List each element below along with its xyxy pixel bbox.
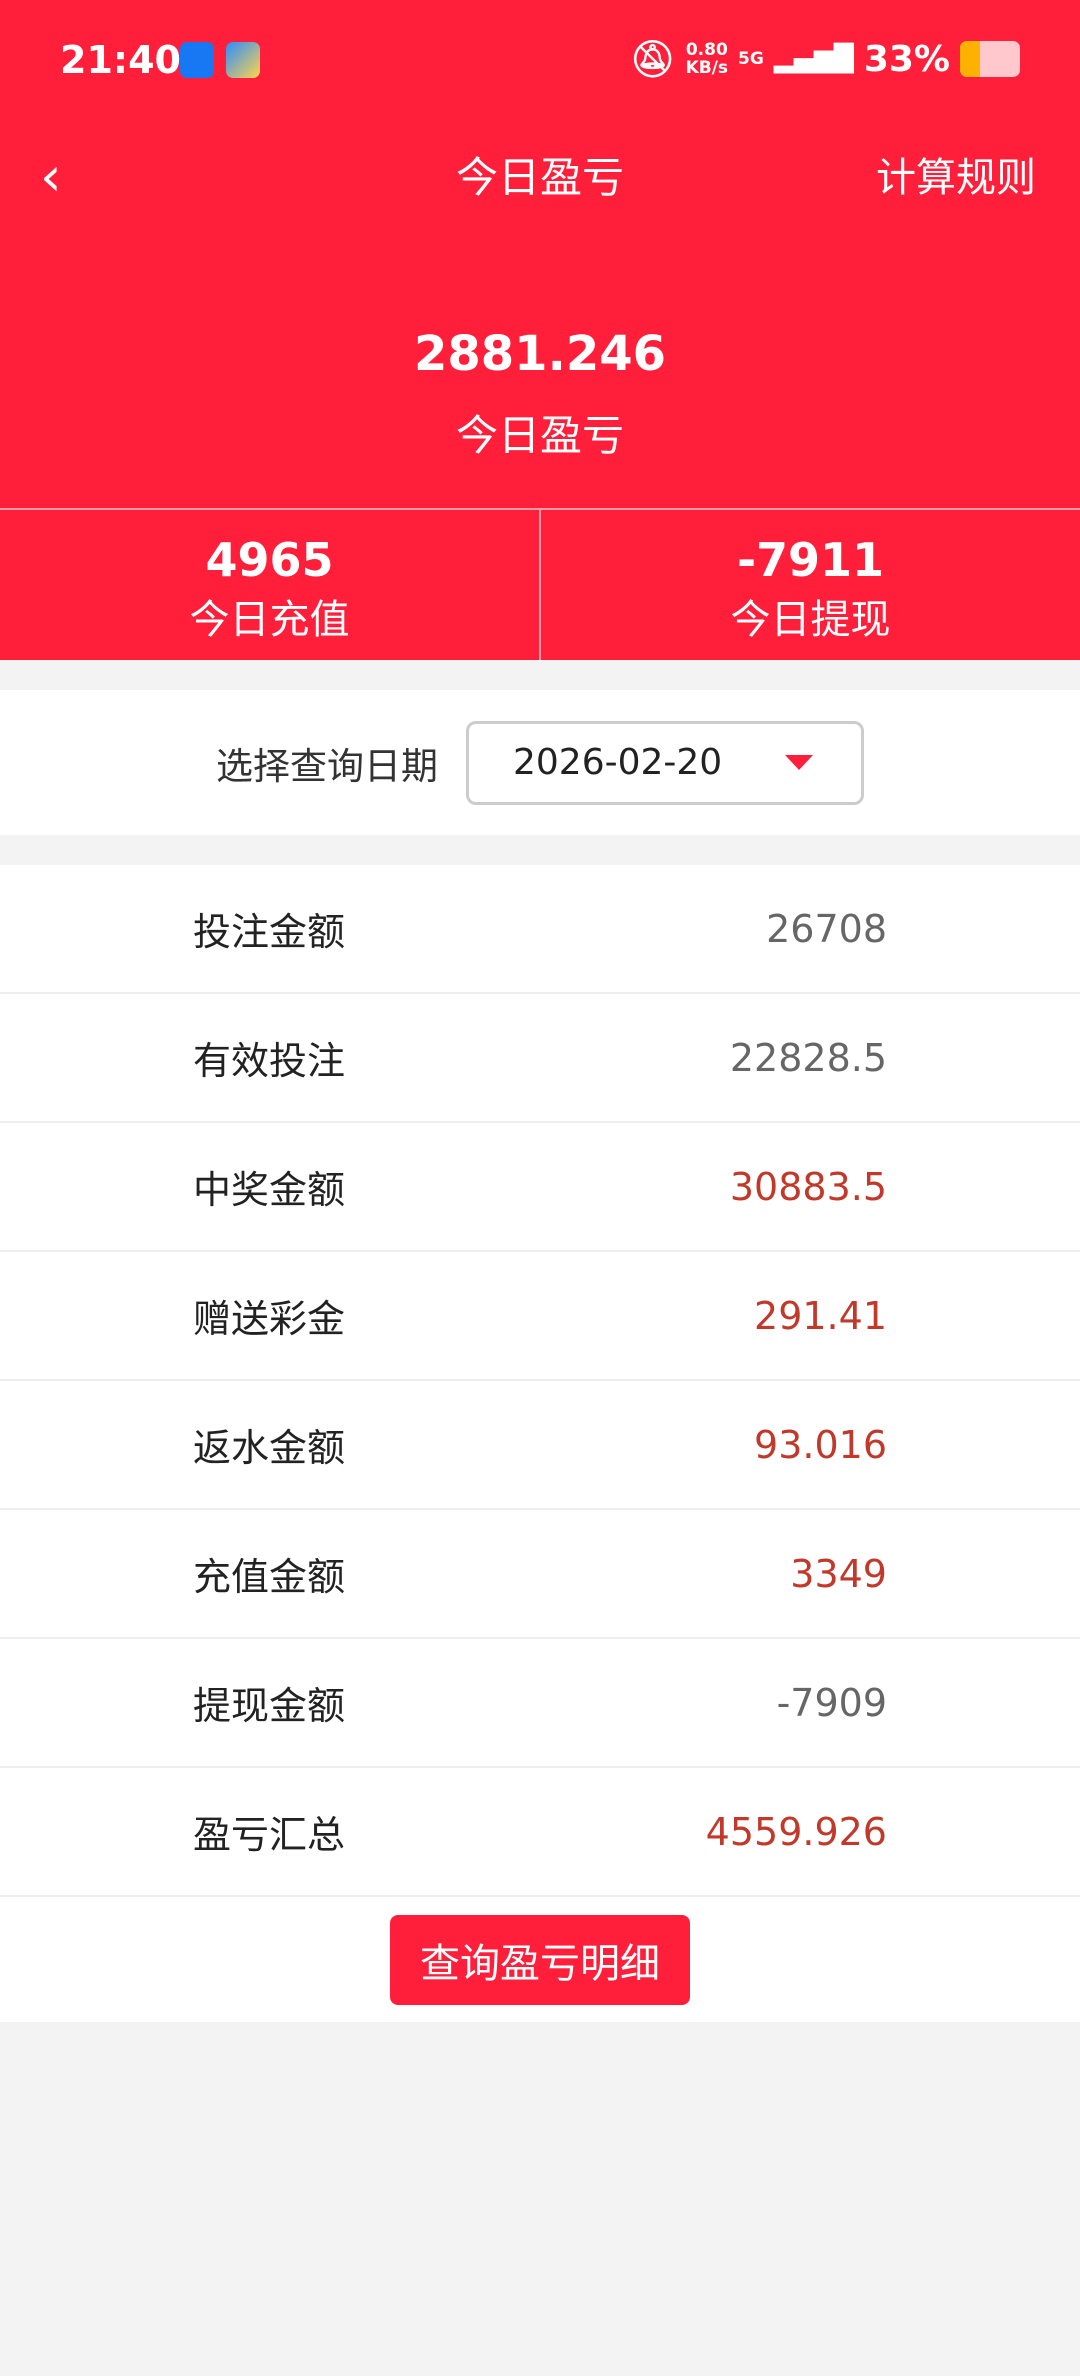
row-value: 22828.5	[729, 1035, 887, 1080]
battery-icon	[960, 41, 1020, 77]
net-speed: 0.80 KB/s	[686, 41, 728, 77]
row-value: 3349	[790, 1551, 887, 1596]
row-label: 有效投注	[193, 1039, 346, 1083]
stat-withdraw: -7911 今日提现	[539, 510, 1080, 660]
nav-bar: 今日盈亏 ‹ 计算规则	[0, 148, 1080, 208]
date-filter: 选择查询日期 2026-02-20	[0, 690, 1080, 835]
stat-label: 今日提现	[730, 597, 891, 643]
list-item: 投注金额 26708	[0, 865, 1080, 994]
header: 21:40 🔕︎ 0.80 KB/s 5G ▂▄▆█ 33% 今日盈亏 ‹ 计算规…	[0, 0, 1080, 660]
row-label: 中奖金额	[193, 1168, 346, 1212]
stat-recharge: 4965 今日充值	[0, 510, 539, 660]
row-value: 93.016	[754, 1422, 887, 1467]
screenshot-app-icon	[180, 42, 214, 78]
stats: 4965 今日充值 -7911 今日提现	[0, 508, 1080, 660]
network-type: 5G	[738, 49, 764, 69]
calc-rules-link[interactable]: 计算规则	[876, 155, 1036, 201]
date-value: 2026-02-20	[513, 742, 723, 783]
bell-muted-icon: 🔕︎	[629, 39, 676, 80]
row-label: 盈亏汇总	[193, 1813, 346, 1857]
row-value: -7909	[776, 1680, 887, 1725]
net-speed-unit: KB/s	[685, 58, 729, 78]
list-item: 盈亏汇总 4559.926	[0, 1768, 1080, 1897]
row-label: 提现金额	[193, 1684, 346, 1728]
list-item: 有效投注 22828.5	[0, 994, 1080, 1123]
net-speed-value: 0.80	[685, 40, 728, 60]
date-select[interactable]: 2026-02-20	[466, 720, 864, 805]
query-detail-button[interactable]: 查询盈亏明细	[390, 1914, 690, 2005]
list-item: 赠送彩金 291.41	[0, 1252, 1080, 1381]
status-bar: 21:40 🔕︎ 0.80 KB/s 5G ▂▄▆█ 33%	[0, 38, 1080, 88]
status-time: 21:40	[60, 38, 181, 82]
stat-label: 今日充值	[189, 597, 350, 643]
chevron-left-icon[interactable]: ‹	[40, 145, 62, 208]
signal-icon: ▂▄▆█	[773, 44, 854, 74]
list-item: 提现金额 -7909	[0, 1639, 1080, 1768]
list-item: 充值金额 3349	[0, 1510, 1080, 1639]
row-label: 充值金额	[193, 1555, 346, 1599]
today-profit-value: 2881.246	[413, 326, 667, 382]
row-label: 投注金额	[193, 910, 346, 954]
row-value: 26708	[766, 906, 887, 951]
stat-value: 4965	[205, 533, 334, 587]
row-value: 4559.926	[705, 1809, 887, 1854]
caret-down-icon	[785, 755, 813, 770]
row-label: 赠送彩金	[193, 1297, 346, 1341]
list-item: 中奖金额 30883.5	[0, 1123, 1080, 1252]
row-value: 30883.5	[729, 1164, 887, 1209]
list-item: 返水金额 93.016	[0, 1381, 1080, 1510]
summary-list: 投注金额 26708 有效投注 22828.5 中奖金额 30883.5 赠送彩金 291.4…	[0, 865, 1080, 2022]
date-label: 选择查询日期	[216, 744, 438, 788]
today-profit-label: 今日盈亏	[455, 411, 624, 460]
stat-value: -7911	[736, 533, 885, 587]
battery-percent: 33%	[863, 38, 950, 80]
button-row: 查询盈亏明细	[0, 1897, 1080, 2022]
page-title: 今日盈亏	[455, 153, 624, 202]
row-value: 291.41	[754, 1293, 887, 1338]
row-label: 返水金额	[193, 1426, 346, 1470]
app-notification-icon	[226, 42, 260, 78]
